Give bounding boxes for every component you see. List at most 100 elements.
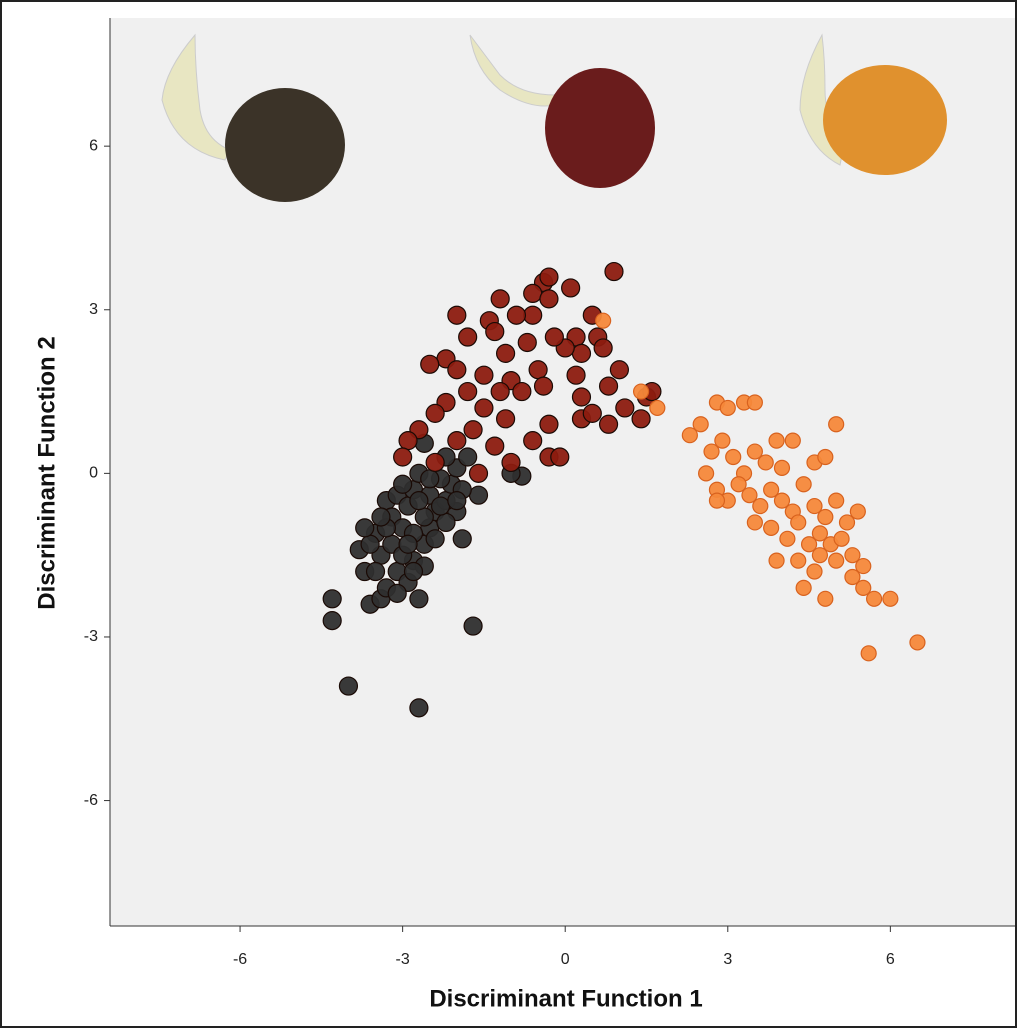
point	[398, 431, 418, 451]
point	[817, 590, 834, 607]
point	[882, 590, 899, 607]
seed-images	[161, 33, 947, 202]
x-tick-label: -6	[233, 951, 247, 968]
point	[544, 327, 564, 347]
point	[533, 376, 554, 396]
point	[615, 398, 635, 418]
point	[495, 343, 516, 363]
point	[790, 514, 807, 531]
point	[571, 343, 592, 363]
x-tick-label: -3	[396, 951, 410, 968]
point	[490, 381, 510, 402]
point	[692, 416, 709, 433]
point	[371, 507, 391, 527]
point	[779, 530, 796, 547]
point	[393, 447, 413, 467]
point	[523, 305, 543, 325]
point	[609, 360, 630, 380]
point	[539, 414, 559, 434]
y-tick-label: 3	[89, 301, 98, 318]
x-tick-label: 6	[886, 951, 895, 968]
point	[409, 491, 429, 511]
point	[458, 327, 478, 347]
point	[849, 503, 866, 520]
point	[708, 492, 726, 509]
point	[420, 469, 440, 489]
point	[425, 452, 445, 473]
point	[561, 278, 581, 298]
y-tick-label: -6	[84, 792, 98, 809]
x-tick-label: 3	[723, 951, 732, 968]
point	[468, 485, 489, 505]
point	[571, 387, 592, 407]
point	[414, 507, 434, 527]
point	[355, 518, 375, 538]
point	[458, 381, 478, 402]
point	[322, 611, 342, 631]
point	[746, 514, 763, 531]
point	[763, 519, 780, 536]
point	[409, 698, 429, 718]
point	[506, 305, 527, 325]
point	[649, 399, 666, 417]
point	[463, 616, 483, 636]
point	[420, 354, 440, 374]
point	[365, 561, 386, 582]
point	[495, 409, 516, 429]
point	[817, 508, 834, 526]
point	[631, 409, 651, 429]
point	[800, 536, 818, 553]
point	[828, 416, 845, 433]
x-tick-label: 0	[561, 951, 570, 968]
point	[436, 512, 456, 533]
point	[387, 583, 407, 603]
y-tick-label: 6	[89, 137, 98, 154]
point	[447, 360, 467, 380]
point	[860, 645, 877, 662]
point	[598, 414, 619, 434]
point	[773, 459, 791, 477]
point	[806, 563, 823, 580]
point	[474, 398, 494, 418]
point	[752, 497, 769, 515]
point	[741, 487, 758, 504]
point	[485, 436, 505, 456]
point	[338, 676, 359, 696]
point	[474, 365, 494, 385]
point	[757, 454, 774, 471]
point	[517, 332, 537, 353]
point	[360, 534, 380, 554]
point	[703, 443, 720, 460]
point	[463, 420, 483, 440]
point	[582, 403, 602, 423]
y-tick-label: -3	[84, 628, 98, 645]
point	[512, 381, 532, 402]
y-tick-label: 0	[89, 465, 98, 482]
point	[447, 491, 467, 511]
point	[447, 305, 467, 325]
point	[730, 476, 747, 493]
point	[430, 496, 451, 516]
point	[447, 431, 467, 451]
point	[795, 476, 812, 493]
point	[790, 552, 807, 569]
point	[768, 432, 785, 449]
y-axis-label: Discriminant Function 2	[33, 336, 60, 609]
point	[795, 579, 812, 596]
point	[838, 514, 856, 531]
point	[528, 360, 548, 380]
point	[844, 547, 861, 564]
point	[833, 530, 850, 547]
point	[768, 552, 785, 569]
point	[468, 463, 489, 483]
point	[811, 525, 829, 542]
point	[866, 590, 883, 607]
point	[773, 492, 791, 509]
point	[714, 432, 731, 449]
point	[746, 443, 763, 460]
point	[523, 283, 543, 303]
x-axis-label: Discriminant Function 1	[429, 985, 702, 1012]
point	[855, 557, 872, 575]
point	[828, 552, 845, 569]
